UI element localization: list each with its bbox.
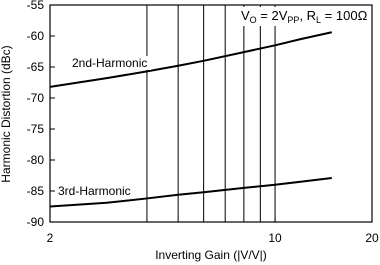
y-tick-label: -65 (27, 60, 45, 74)
annotation-part: O (250, 15, 257, 25)
label-bg (57, 184, 137, 198)
annotation-part: PP (287, 15, 299, 25)
x-tick-label: 20 (365, 231, 379, 245)
annotation-part: V (241, 8, 250, 23)
y-tick-label: -75 (27, 122, 45, 136)
line-series (49, 31, 332, 88)
plot-frame (49, 4, 373, 223)
label-bg (71, 56, 151, 70)
x-tick-label: 2 (47, 231, 54, 245)
annotation-part: L (316, 15, 321, 25)
annotation-part: , R (299, 8, 316, 23)
y-axis-label: Harmonic Distortion (dBc) (0, 45, 13, 182)
y-tick-label: -70 (27, 91, 45, 105)
annotation-part: = 100Ω (321, 8, 368, 23)
y-tick-label: -85 (27, 184, 45, 198)
series-label: 3rd-Harmonic (58, 184, 131, 198)
x-tick-label: 10 (268, 231, 282, 245)
y-tick-label: -80 (27, 153, 45, 167)
annotation-part: = 2V (257, 8, 288, 23)
x-axis-label: Inverting Gain (|V/V|) (155, 248, 267, 262)
y-tick-label: -60 (27, 29, 45, 43)
annotation-bg (238, 7, 371, 26)
y-tick-label: -55 (27, 0, 45, 12)
y-tick-label: -90 (27, 215, 45, 229)
series-label: 2nd-Harmonic (72, 56, 147, 70)
line-series (49, 176, 332, 208)
annotation: VO = 2VPP, RL = 100Ω (241, 8, 368, 25)
